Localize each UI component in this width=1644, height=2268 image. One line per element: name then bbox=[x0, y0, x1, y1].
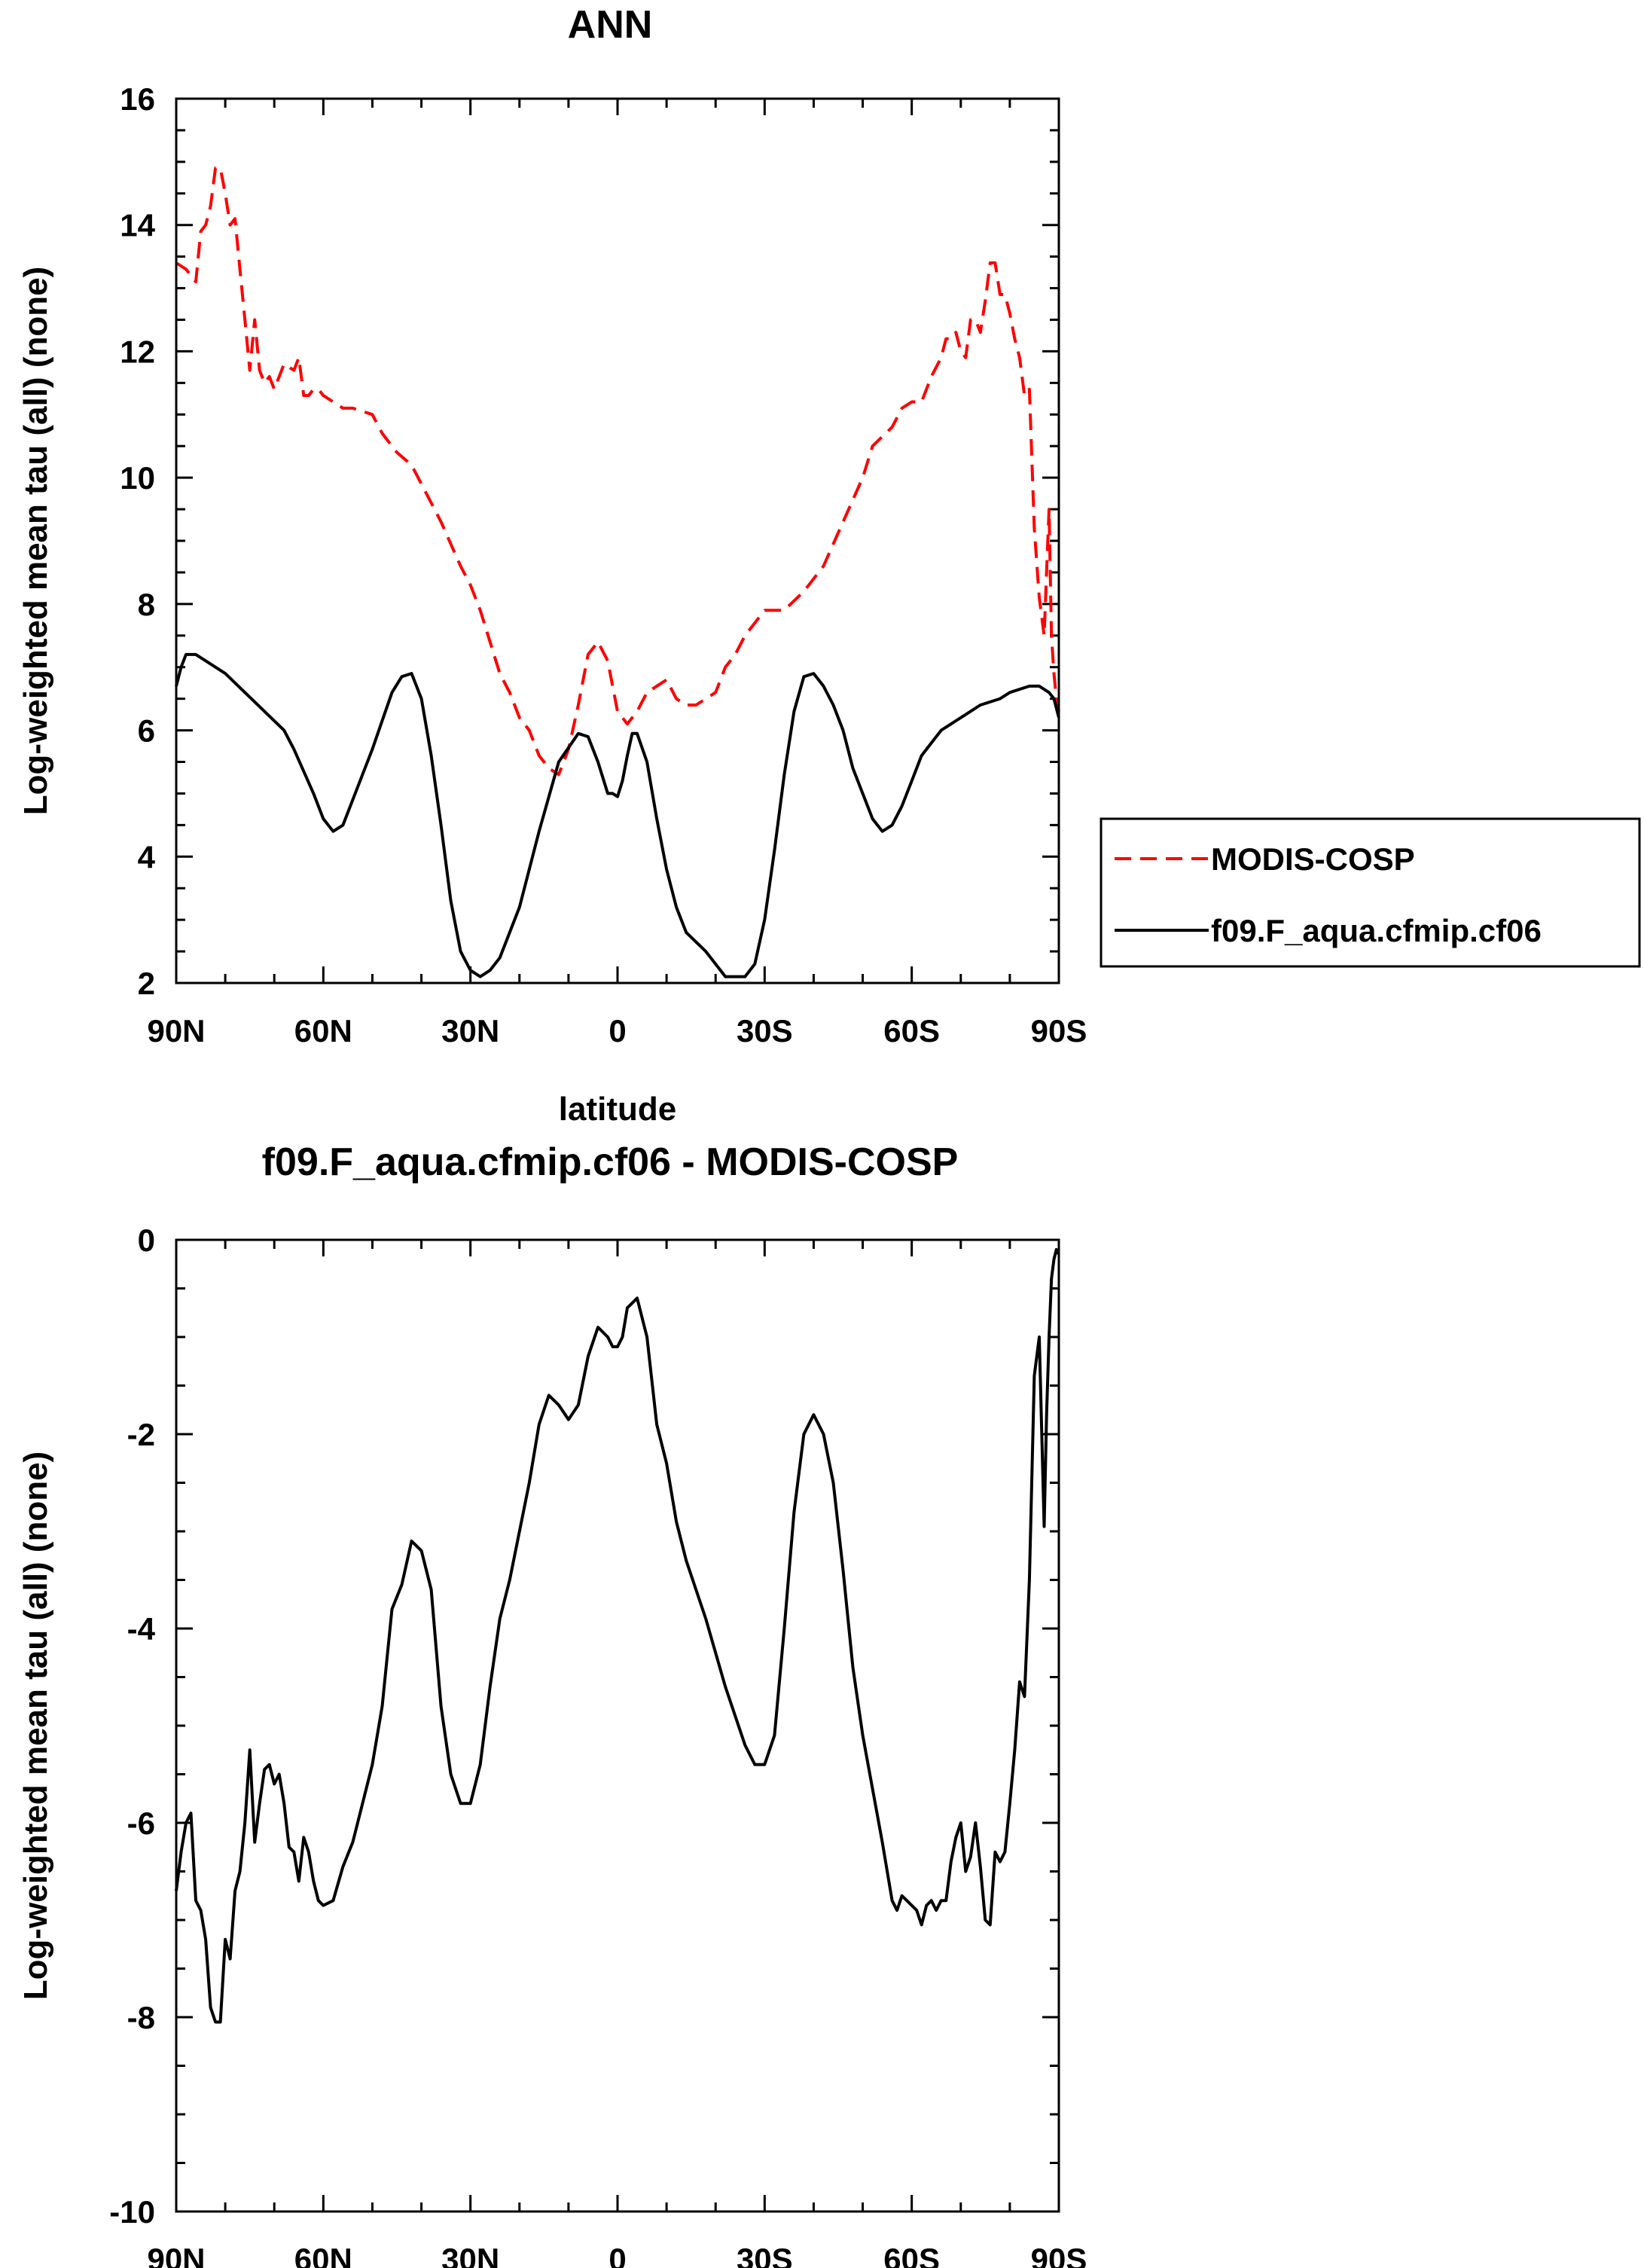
y-tick-labels: -10 -8 -6 -4 -2 0 bbox=[109, 1223, 155, 2230]
series-group bbox=[175, 1247, 1060, 2024]
legend-label-model: f09.F_aqua.cfmip.cf06 bbox=[1211, 913, 1542, 948]
y-tick-label: 0 bbox=[138, 1223, 155, 1258]
chart-title: f09.F_aqua.cfmip.cf06 - MODIS-COSP bbox=[262, 1140, 959, 1184]
y-tick-label: 4 bbox=[138, 839, 156, 875]
legend-label-modis: MODIS-COSP bbox=[1211, 841, 1415, 877]
x-tick-label: 60N bbox=[294, 2242, 352, 2268]
x-tick-label: 60S bbox=[883, 2242, 940, 2268]
x-tick-label: 90N bbox=[147, 1013, 205, 1049]
y-tick-label: -6 bbox=[127, 1806, 155, 1841]
series-line-difference bbox=[175, 1247, 1060, 2024]
x-tick-labels: 90N 60N 30N 0 30S 60S 90S bbox=[147, 2242, 1087, 2268]
x-tick-labels: 90N 60N 30N 0 30S 60S 90S bbox=[147, 1013, 1087, 1049]
x-tick-label: 90S bbox=[1031, 1013, 1087, 1049]
y-tick-label: 2 bbox=[138, 966, 155, 1001]
chart-panel-difference: f09.F_aqua.cfmip.cf06 - MODIS-COSP -10 -8… bbox=[17, 1140, 1087, 2268]
y-tick-label: 12 bbox=[120, 334, 155, 369]
y-axis-label: Log-weighted mean tau (all) (none) bbox=[17, 267, 54, 815]
x-tick-label: 0 bbox=[608, 1013, 626, 1049]
y-axis-label: Log-weighted mean tau (all) (none) bbox=[17, 1451, 54, 2000]
y-tick-label: 14 bbox=[120, 208, 155, 243]
series-line-modis-cosp bbox=[175, 166, 1060, 777]
x-tick-label: 90N bbox=[147, 2242, 205, 2268]
y-tick-label: 16 bbox=[120, 81, 155, 117]
x-tick-label: 60N bbox=[294, 1013, 352, 1049]
x-tick-label: 0 bbox=[608, 2242, 626, 2268]
x-tick-label: 60S bbox=[883, 1013, 940, 1049]
x-axis-label: latitude bbox=[559, 1091, 676, 1128]
y-tick-label: 10 bbox=[120, 460, 155, 496]
y-tick-label: -4 bbox=[127, 1611, 156, 1647]
y-tick-labels: 2 4 6 8 10 12 14 16 bbox=[120, 81, 155, 1001]
x-tick-label: 30N bbox=[441, 2242, 499, 2268]
x-tick-label: 90S bbox=[1031, 2242, 1087, 2268]
x-tick-label: 30S bbox=[737, 2242, 793, 2268]
plot-frame bbox=[175, 1238, 1060, 2213]
chart-panel-annual: ANN 2 4 6 8 10 12 14 16 90N 60N 30N 0 30S 60S 90S lat… bbox=[17, 3, 1641, 1128]
plot-frame bbox=[175, 97, 1060, 984]
x-tick-label: 30S bbox=[737, 1013, 793, 1049]
y-tick-label: 8 bbox=[138, 587, 155, 622]
y-tick-label: -10 bbox=[109, 2194, 155, 2230]
legend: MODIS-COSP f09.F_aqua.cfmip.cf06 bbox=[1100, 817, 1641, 968]
legend-box bbox=[1100, 817, 1641, 968]
y-tick-label: -8 bbox=[127, 2000, 155, 2035]
y-tick-label: 6 bbox=[138, 713, 155, 749]
y-tick-label: -2 bbox=[127, 1417, 155, 1452]
series-group bbox=[175, 166, 1060, 978]
axis-ticks bbox=[175, 97, 1060, 984]
axis-ticks bbox=[175, 1238, 1060, 2213]
chart-title: ANN bbox=[568, 3, 653, 47]
series-line-f09-f-aqua-cfmip-cf06 bbox=[175, 652, 1060, 978]
x-tick-label: 30N bbox=[441, 1013, 499, 1049]
